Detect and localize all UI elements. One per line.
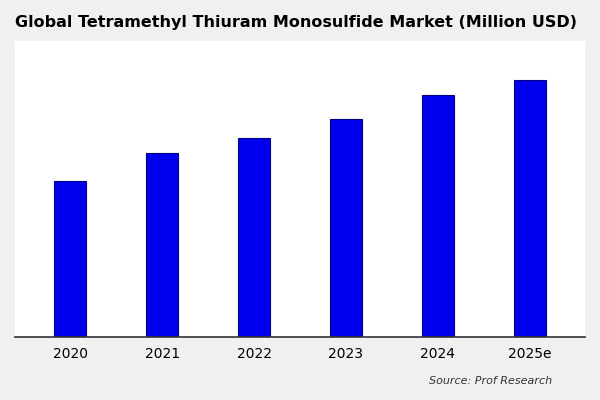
Bar <box>422 96 454 337</box>
Bar <box>54 181 86 337</box>
Bar <box>238 138 270 337</box>
Bar <box>330 119 362 337</box>
Text: Global Tetramethyl Thiuram Monosulfide Market (Million USD): Global Tetramethyl Thiuram Monosulfide M… <box>15 15 577 30</box>
Bar <box>146 153 178 337</box>
Text: Source: Prof Research: Source: Prof Research <box>429 376 552 386</box>
Bar <box>514 80 546 337</box>
